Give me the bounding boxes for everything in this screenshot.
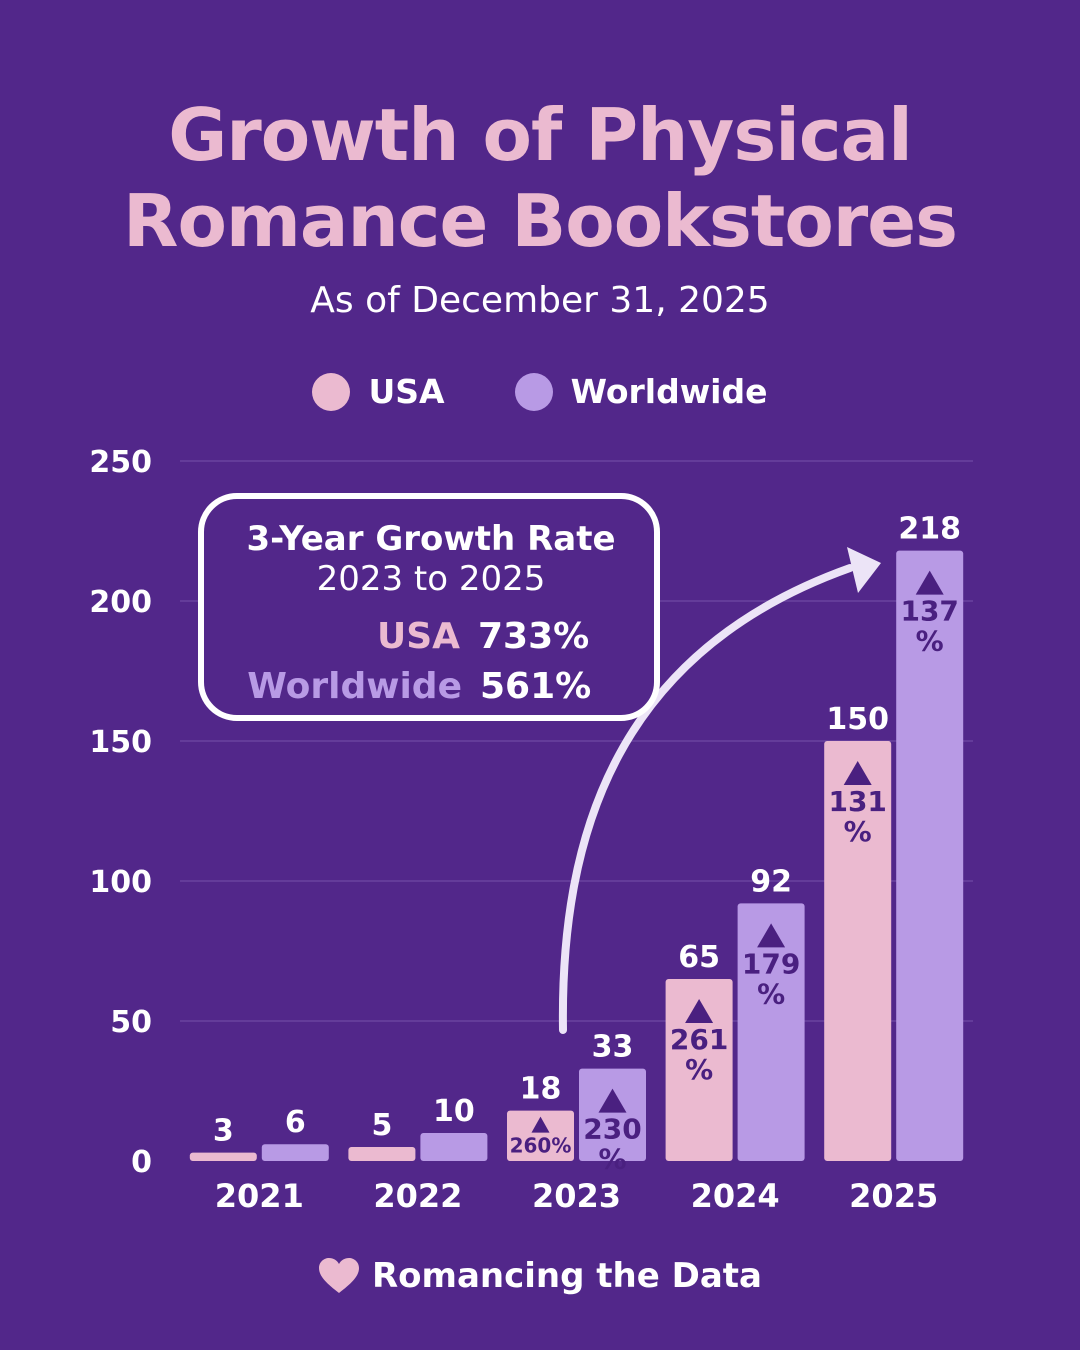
y-tick-label: 150 xyxy=(89,725,152,760)
bar-worldwide-2022 xyxy=(420,1133,488,1161)
legend-label-usa: USA xyxy=(368,372,445,411)
growth-arrow xyxy=(558,564,854,1034)
x-tick-label: 2023 xyxy=(532,1177,621,1215)
bar-worldwide-2021 xyxy=(261,1144,329,1161)
callout-worldwide-value: 561% xyxy=(480,666,591,707)
bar-worldwide-2023 xyxy=(579,1068,646,1161)
x-axis: 2021 2022 2023 2024 2025 xyxy=(215,1177,938,1215)
bar-worldwide-2025 xyxy=(896,550,964,1161)
x-tick-label: 2025 xyxy=(849,1177,938,1215)
legend-swatch-worldwide xyxy=(514,372,553,411)
y-tick-label: 100 xyxy=(89,865,152,900)
callout-period: 2023 to 2025 xyxy=(317,559,546,599)
value-label-usa-2024: 65 xyxy=(678,940,720,975)
bar-usa-2024 xyxy=(665,979,733,1161)
value-label-usa-2023: 18 xyxy=(520,1072,562,1107)
growth-label-usa-2024: 261% xyxy=(670,1023,728,1086)
title-line-1: Growth of Physical xyxy=(168,93,913,177)
callout-usa-label: USA xyxy=(377,616,460,657)
y-axis: 0 50 100 150 200 250 xyxy=(89,445,152,1180)
value-label-usa-2025: 150 xyxy=(826,702,889,737)
callout-worldwide-label: Worldwide xyxy=(247,666,462,707)
chart-title: Growth of Physical Romance Bookstores xyxy=(0,92,1080,264)
heart-icon xyxy=(318,1258,359,1293)
growth-label-worldwide-2024: 179% xyxy=(742,947,800,1010)
callout-border xyxy=(198,493,660,721)
legend-swatch-usa xyxy=(312,372,351,411)
growth-callout: 3-Year Growth Rate 2023 to 2025 USA 733%… xyxy=(198,493,660,721)
value-label-worldwide-2025: 218 xyxy=(898,512,961,547)
value-label-worldwide-2022: 10 xyxy=(433,1094,475,1129)
bar-usa-2023 xyxy=(507,1110,574,1161)
growth-up-triangle-icon xyxy=(843,761,872,785)
x-tick-label: 2021 xyxy=(215,1177,304,1215)
x-tick-label: 2024 xyxy=(691,1177,780,1215)
title-line-2: Romance Bookstores xyxy=(123,179,958,263)
value-label-worldwide-2024: 92 xyxy=(750,864,792,899)
growth-label-usa-2025: 131% xyxy=(828,785,886,848)
callout-heading: 3-Year Growth Rate xyxy=(246,519,615,559)
value-label-usa-2021: 3 xyxy=(213,1114,234,1149)
growth-label-usa-2023: 260% xyxy=(510,1134,572,1158)
footer: Romancing the Data xyxy=(0,1256,1080,1296)
growth-up-triangle-icon xyxy=(915,570,944,595)
y-tick-label: 0 xyxy=(131,1145,152,1180)
subtitle: As of December 31, 2025 xyxy=(310,280,770,321)
legend: USA Worldwide xyxy=(0,372,1080,411)
growth-up-triangle-icon xyxy=(685,999,714,1023)
bar-usa-2022 xyxy=(348,1147,416,1161)
footer-brand: Romancing the Data xyxy=(371,1256,763,1296)
bar-usa-2021 xyxy=(189,1152,257,1161)
y-tick-label: 200 xyxy=(89,585,152,620)
growth-up-triangle-icon xyxy=(757,923,786,948)
growth-up-triangle-icon xyxy=(531,1116,550,1133)
value-label-usa-2022: 5 xyxy=(371,1108,392,1143)
value-label-worldwide-2023: 33 xyxy=(592,1030,634,1065)
value-label-worldwide-2021: 6 xyxy=(285,1105,306,1140)
growth-up-triangle-icon xyxy=(598,1088,627,1113)
legend-item-usa: USA xyxy=(312,372,445,411)
legend-item-worldwide: Worldwide xyxy=(514,372,768,411)
growth-label-worldwide-2023: 230% xyxy=(583,1113,641,1176)
bar-worldwide-2024 xyxy=(737,903,805,1161)
y-tick-label: 50 xyxy=(110,1005,152,1040)
legend-label-worldwide: Worldwide xyxy=(570,372,768,411)
growth-arrow-head-icon xyxy=(847,547,881,593)
bar-usa-2025 xyxy=(824,741,892,1161)
x-tick-label: 2022 xyxy=(373,1177,462,1215)
y-tick-label: 250 xyxy=(89,445,152,480)
callout-usa-value: 733% xyxy=(478,616,589,657)
growth-label-worldwide-2025: 137% xyxy=(900,595,958,658)
